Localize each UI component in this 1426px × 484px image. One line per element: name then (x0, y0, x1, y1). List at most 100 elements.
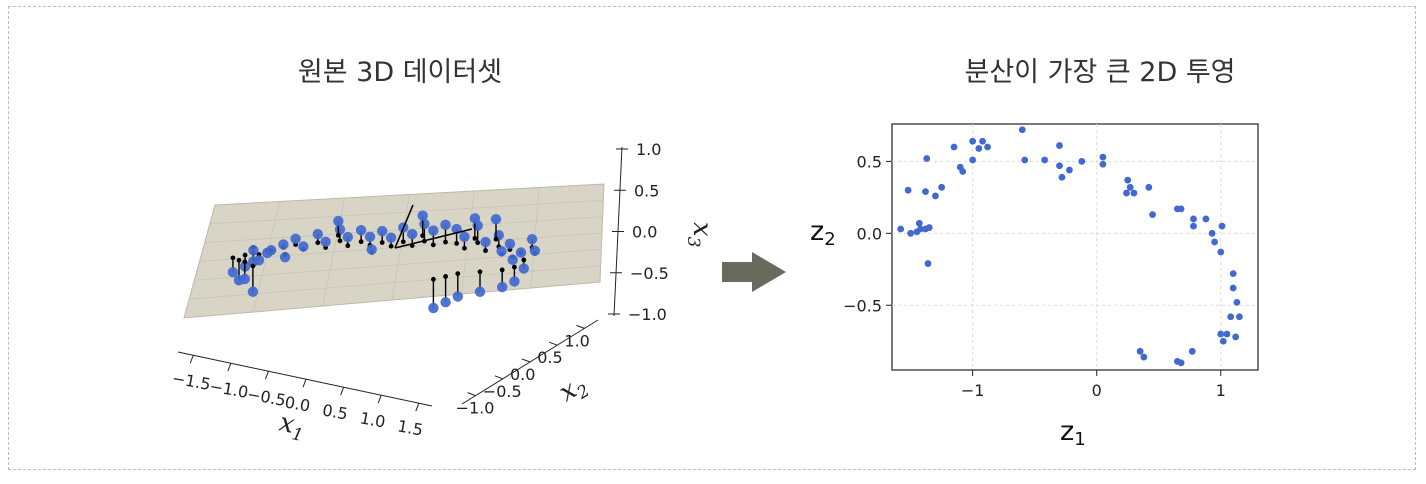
data-point-3d (469, 213, 481, 224)
data-point-3d (248, 245, 259, 256)
projected-point (493, 236, 499, 242)
projected-point (315, 240, 321, 246)
data-point-2d (1227, 313, 1235, 321)
projected-point (400, 239, 406, 245)
x3-tick-label: 1.0 (636, 140, 661, 159)
data-point-3d (312, 228, 323, 240)
data-point-3d (529, 245, 541, 256)
projected-point (462, 245, 467, 251)
data-point-3d (452, 291, 463, 302)
figure-frame (8, 6, 1416, 470)
plot-area (891, 123, 1259, 371)
data-point-3d (266, 245, 277, 256)
z2-tick-label: −0.5 (843, 296, 882, 315)
data-point-2d (932, 192, 939, 200)
x2-tick-label: −0.5 (483, 382, 522, 401)
data-point-3d (515, 247, 527, 258)
data-point-3d (504, 238, 516, 250)
data-point-2d (1123, 189, 1130, 197)
x2-tick (467, 392, 476, 397)
data-point-2d (897, 225, 905, 233)
projected-point (358, 239, 364, 245)
left-chart-title: 원본 3D 데이터셋 (297, 57, 503, 88)
projected-point (443, 274, 448, 279)
data-point-2d (915, 219, 923, 227)
data-point-3d (509, 276, 520, 287)
data-point-2d (1208, 229, 1216, 237)
projected-point (388, 243, 394, 249)
data-point-2d (1190, 215, 1197, 223)
data-point-3d (518, 263, 529, 274)
x3-tick-label: −1.0 (628, 305, 667, 324)
projected-point (236, 257, 242, 263)
data-point-2d (1066, 166, 1073, 174)
data-point-3d (480, 236, 491, 248)
data-point-3d (279, 252, 291, 263)
data-point-2d (969, 137, 977, 145)
projected-point (337, 238, 343, 244)
data-point-2d (938, 183, 946, 191)
data-point-2d (1188, 347, 1196, 355)
grid-lines (892, 124, 1258, 370)
data-points-2d (897, 126, 1243, 367)
data-point-3d (490, 214, 502, 225)
data-point-3d (355, 225, 367, 236)
projected-point (250, 263, 256, 269)
data-point-3d (298, 241, 309, 252)
data-point-2d (1078, 158, 1086, 165)
x2-tick (521, 358, 531, 363)
data-point-3d (385, 232, 397, 243)
data-point-3d (366, 244, 377, 255)
z2-ticks: −0.5 0.0 0.5 (843, 152, 892, 315)
z2-tick-label: 0.0 (857, 224, 882, 243)
data-point-2d (1235, 313, 1243, 321)
data-point-2d (1058, 173, 1066, 181)
data-point-2d (1177, 205, 1185, 213)
data-point-2d (1041, 156, 1049, 164)
x2-tick (549, 341, 558, 346)
data-point-2d (1130, 189, 1138, 197)
data-point-3d (334, 224, 346, 235)
x1-tick-label: 1.5 (396, 416, 424, 439)
x1-tick (302, 379, 307, 388)
projected-point (345, 243, 351, 249)
projected-point (499, 267, 505, 273)
data-point-2d (1149, 211, 1156, 219)
projected-point (230, 255, 236, 261)
data-point-3d (440, 297, 451, 308)
x1-tick (227, 363, 232, 372)
data-point-2d (907, 229, 915, 237)
pc-arrow-1 (394, 228, 473, 249)
data-point-3d (428, 302, 439, 314)
data-point-2d (1145, 183, 1153, 191)
z1-tick-label: −1 (961, 381, 985, 400)
data-point-2d (1217, 330, 1225, 338)
x1-tick (415, 403, 420, 412)
x2-tick (494, 375, 503, 380)
data-point-2d (1021, 156, 1029, 164)
data-point-2d (979, 137, 986, 145)
data-point-3d (290, 233, 301, 244)
projected-point (335, 232, 341, 238)
x1-tick (340, 387, 345, 396)
projected-point (431, 276, 436, 282)
data-point-3d (428, 225, 439, 236)
data-point-2d (1099, 160, 1107, 168)
data-point-2d (984, 143, 991, 151)
z2-axis-label: z2 (810, 216, 836, 250)
data-point-2d (917, 225, 924, 233)
x1-tick (377, 395, 382, 404)
data-point-2d (959, 168, 967, 175)
data-point-2d (950, 143, 958, 151)
projected-point (443, 239, 448, 245)
data-point-3d (320, 236, 331, 247)
data-point-3d (507, 254, 518, 266)
data-point-2d (922, 188, 929, 196)
data-point-3d (342, 231, 353, 243)
data-point-3d (459, 231, 470, 242)
projected-point (242, 259, 248, 265)
data-point-3d (247, 286, 259, 297)
data-point-2d (1056, 162, 1063, 170)
projected-point (512, 264, 517, 270)
data-point-3d (227, 266, 239, 278)
